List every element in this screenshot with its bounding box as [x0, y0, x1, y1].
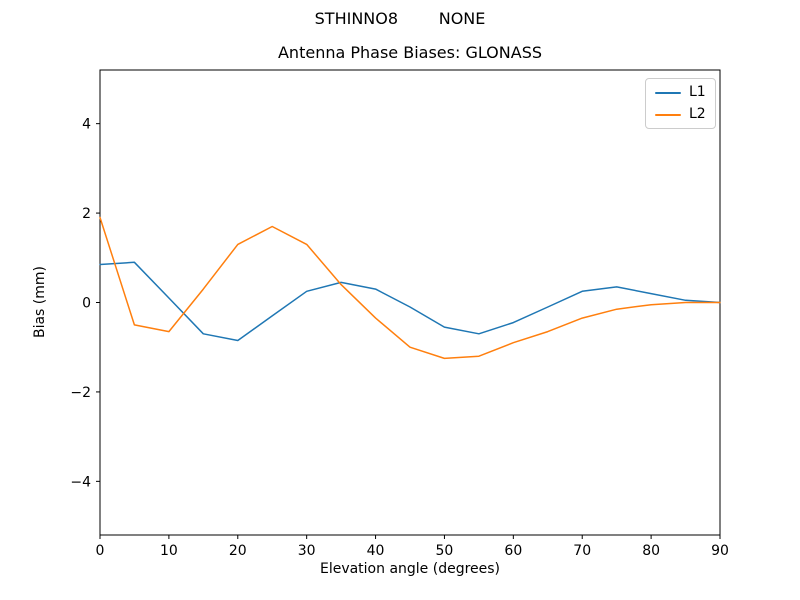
x-tick-label: 40 — [367, 543, 385, 559]
legend-label-l2: L2 — [689, 106, 706, 122]
chart-title: Antenna Phase Biases: GLONASS — [277, 43, 542, 62]
x-tick-label: 10 — [160, 543, 178, 559]
x-axis-label: Elevation angle (degrees) — [319, 561, 501, 577]
x-tick-label: 60 — [504, 543, 522, 559]
x-tick-label: 30 — [298, 543, 316, 559]
y-tick-label: 2 — [82, 206, 91, 222]
series-line-l1 — [99, 261, 721, 342]
x-tick-label: 70 — [573, 543, 591, 559]
l1-line-swatch — [655, 91, 681, 94]
y-tick-label: −2 — [70, 385, 91, 401]
l2-line-swatch — [655, 113, 681, 116]
y-tick-label: 0 — [82, 296, 91, 312]
legend-label-l1: L1 — [689, 84, 706, 100]
x-tick-label: 20 — [229, 543, 247, 559]
figure-suptitle: STHINNO8 NONE — [314, 9, 486, 28]
x-tick-label: 80 — [642, 543, 660, 559]
y-axis-label: Bias (mm) — [32, 265, 48, 339]
x-tick-label: 90 — [711, 543, 729, 559]
y-tick-label: 4 — [82, 117, 91, 133]
x-tick-label: 50 — [436, 543, 454, 559]
x-tick-label: 0 — [96, 543, 105, 559]
y-tick-label: −4 — [70, 474, 91, 490]
series-line-l2 — [99, 216, 721, 360]
legend-item-l2: L2 — [655, 106, 707, 123]
legend: L1 L2 — [645, 78, 716, 129]
legend-item-l1: L1 — [655, 84, 707, 101]
